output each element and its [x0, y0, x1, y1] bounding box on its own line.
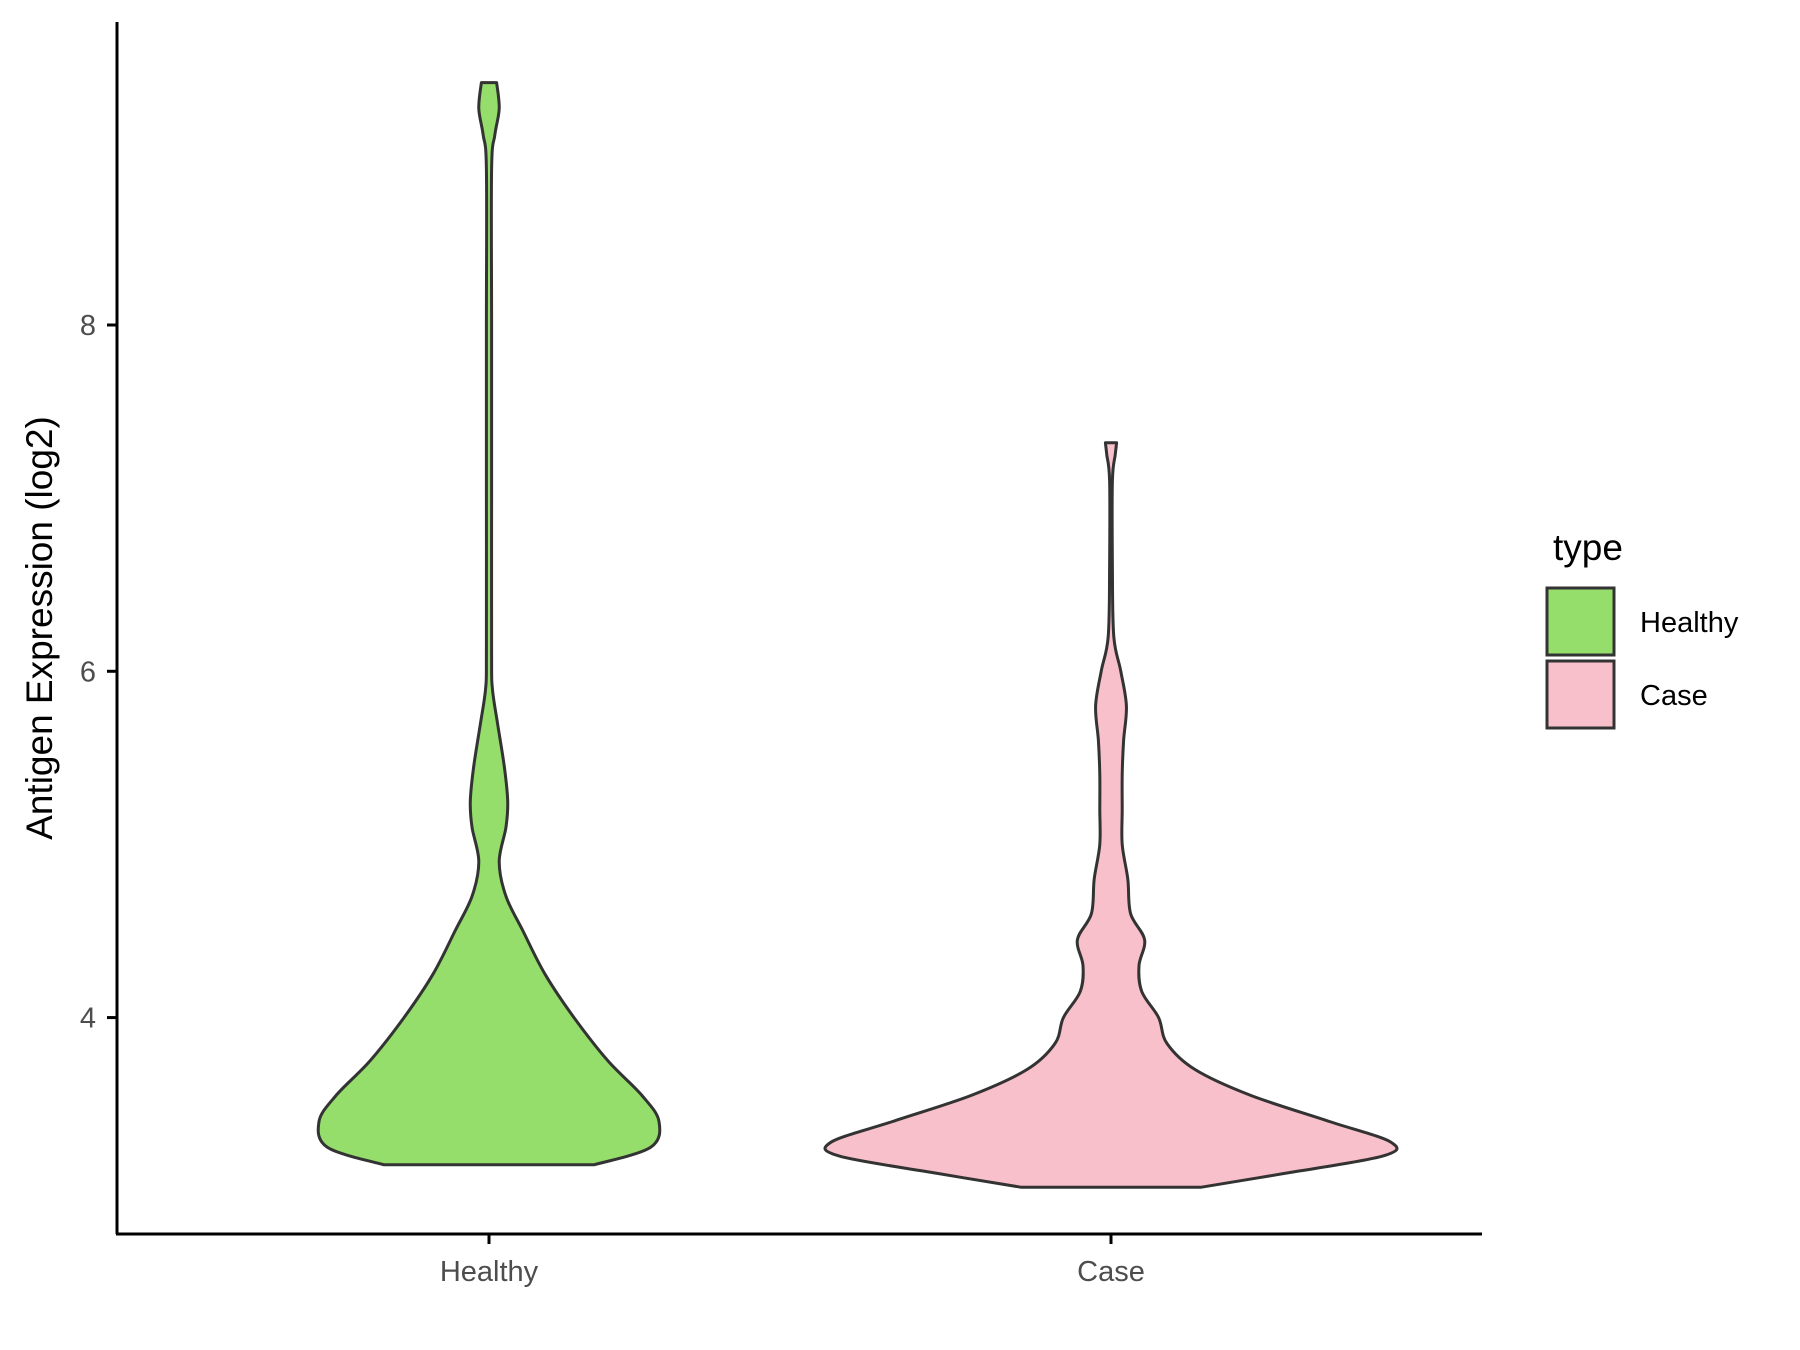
x-ticks: Healthy Case — [440, 1234, 1145, 1288]
violin-case — [823, 441, 1399, 1189]
legend: type Healthy Case — [1545, 527, 1739, 730]
legend-entries: Healthy Case — [1545, 586, 1739, 730]
violin-group — [316, 81, 1399, 1189]
y-tick-label-6: 6 — [80, 656, 96, 688]
y-axis-title: Antigen Expression (log2) — [19, 416, 60, 840]
legend-title: type — [1553, 527, 1623, 568]
legend-label-case: Case — [1640, 680, 1708, 712]
y-tick-label-8: 8 — [80, 310, 96, 342]
legend-key-case — [1545, 659, 1616, 730]
x-tick-label-healthy: Healthy — [440, 1256, 539, 1288]
legend-label-healthy: Healthy — [1640, 607, 1739, 639]
y-ticks: 4 6 8 — [80, 310, 117, 1035]
violin-healthy — [316, 81, 662, 1167]
legend-key-healthy — [1545, 586, 1616, 657]
x-tick-label-case: Case — [1077, 1256, 1145, 1288]
y-tick-label-4: 4 — [80, 1003, 96, 1035]
